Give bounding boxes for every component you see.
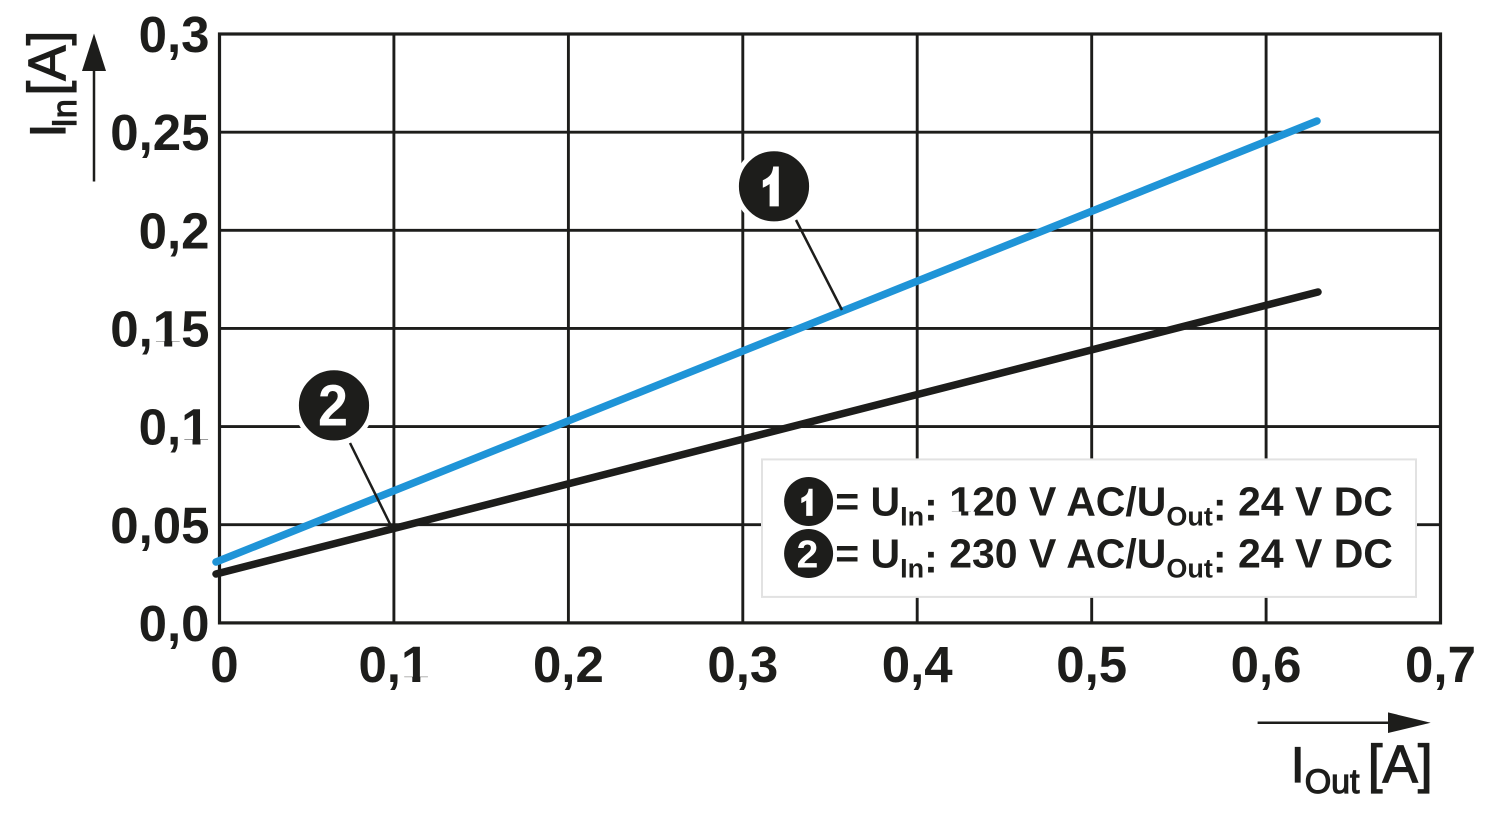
svg-text:0,2: 0,2 — [533, 636, 604, 693]
svg-text:0,1: 0,1 — [358, 636, 429, 693]
svg-text:0,3: 0,3 — [139, 6, 210, 63]
svg-text:0,6: 0,6 — [1231, 636, 1302, 693]
svg-text:0: 0 — [210, 636, 238, 693]
svg-text:0,15: 0,15 — [110, 301, 209, 358]
svg-text:0,4: 0,4 — [882, 636, 954, 693]
svg-text:0,25: 0,25 — [110, 104, 209, 161]
svg-text:= UIn: 120 V AC/UOut: 24 V DC: = UIn: 120 V AC/UOut: 24 V DC — [835, 479, 1393, 532]
svg-text:2: 2 — [318, 374, 348, 439]
svg-text:0,3: 0,3 — [707, 636, 778, 693]
svg-text:0,0: 0,0 — [139, 595, 210, 652]
svg-text:0,2: 0,2 — [139, 202, 210, 259]
svg-text:0,7: 0,7 — [1405, 636, 1476, 693]
svg-text:0,05: 0,05 — [110, 497, 209, 554]
svg-text:2: 2 — [797, 534, 819, 577]
svg-text:0,5: 0,5 — [1056, 636, 1127, 693]
svg-text:0,1: 0,1 — [139, 399, 210, 456]
svg-text:= UIn: 230 V AC/UOut: 24 V DC: = UIn: 230 V AC/UOut: 24 V DC — [835, 531, 1393, 584]
